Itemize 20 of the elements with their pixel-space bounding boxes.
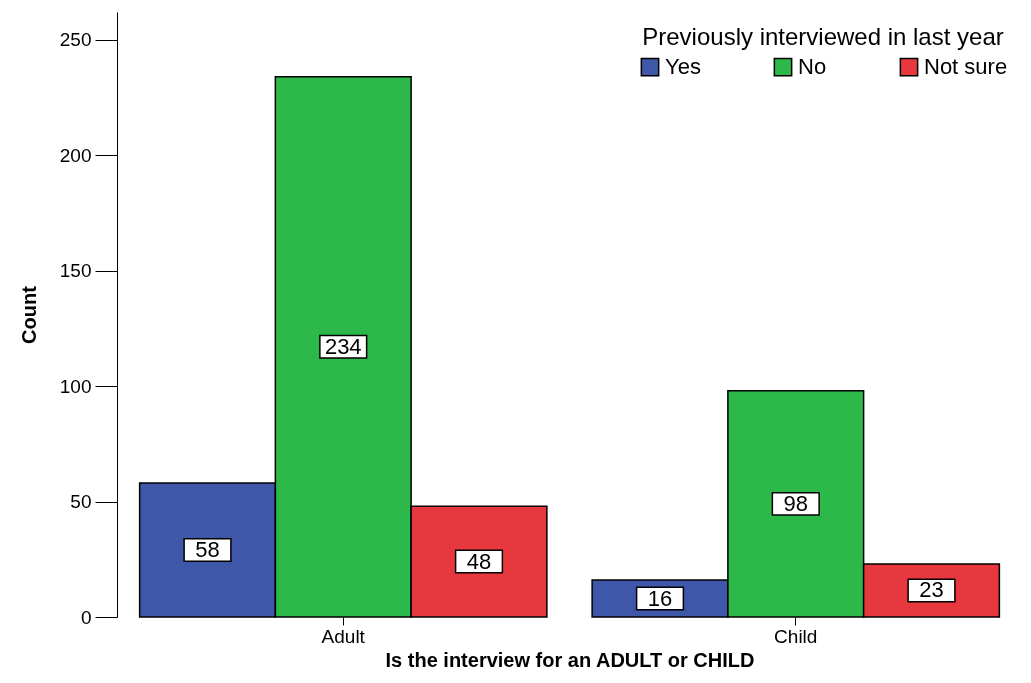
data-label: 234 (324, 333, 362, 359)
y-tick-label: 50 (70, 491, 92, 513)
legend-label: Not sure (924, 54, 1008, 80)
data-label: 98 (783, 490, 808, 516)
data-label: 48 (466, 548, 492, 574)
legend-label: Yes (665, 54, 701, 80)
y-tick-label: 200 (59, 144, 92, 166)
y-axis-title: Count (17, 285, 40, 344)
data-label: 58 (195, 537, 220, 563)
data-label: 16 (647, 585, 673, 611)
y-tick-label: 0 (80, 606, 92, 628)
x-tick-label: Child (774, 625, 818, 647)
legend-label: No (798, 54, 827, 80)
y-tick-label: 250 (59, 29, 92, 51)
x-axis-title: Is the interview for an ADULT or CHILD (385, 648, 755, 671)
y-tick-label: 150 (59, 260, 92, 282)
data-label: 23 (919, 577, 944, 603)
x-tick-label: Adult (321, 625, 366, 647)
legend-title: Previously interviewed in last year (642, 23, 1004, 50)
y-tick-label: 100 (59, 375, 92, 397)
